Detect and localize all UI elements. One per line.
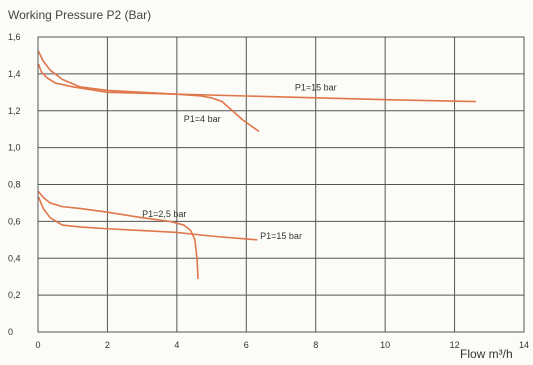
y-tick-label-5: 1,0 <box>8 143 21 153</box>
y-tick-label-2: 0,4 <box>8 253 21 263</box>
chart-title: Working Pressure P2 (Bar) <box>8 8 151 22</box>
series-label-2: P1=2,5 bar <box>142 209 186 219</box>
series-line-3 <box>37 196 258 241</box>
x-tick-label-5: 10 <box>380 340 390 350</box>
label-layer: 0 2 4 6 8 10 12 14 0 0,2 0,4 0,6 0,8 1,0 1,2 1,4 1,6 P1=1… <box>8 32 529 350</box>
x-tick-label-1: 2 <box>105 340 110 350</box>
x-tick-label-3: 6 <box>244 340 249 350</box>
y-tick-label-8: 1,6 <box>8 32 21 42</box>
y-tick-label-0: 0 <box>8 327 13 337</box>
series-label-3: P1=15 bar <box>260 231 302 241</box>
series-label-0: P1=15 bar <box>295 82 337 92</box>
series-line-0 <box>37 63 477 103</box>
x-tick-label-4: 8 <box>313 340 318 350</box>
y-tick-label-1: 0,2 <box>8 290 21 300</box>
y-tick-label-3: 0,6 <box>8 216 21 226</box>
series-label-1: P1=4 bar <box>184 114 221 124</box>
y-tick-label-7: 1,4 <box>8 69 21 79</box>
y-tick-label-4: 0,8 <box>8 180 21 190</box>
x-tick-label-7: 14 <box>519 340 529 350</box>
plot-frame <box>37 36 525 333</box>
series-line-1 <box>37 50 260 132</box>
series-layer <box>37 50 477 280</box>
x-tick-label-6: 12 <box>450 340 460 350</box>
series-line-2 <box>37 191 199 280</box>
x-tick-label-0: 0 <box>35 340 40 350</box>
grid-layer <box>37 36 525 333</box>
x-axis-label: Flow m³/h <box>460 347 513 361</box>
x-tick-label-2: 4 <box>174 340 179 350</box>
y-tick-label-6: 1,2 <box>8 106 21 116</box>
